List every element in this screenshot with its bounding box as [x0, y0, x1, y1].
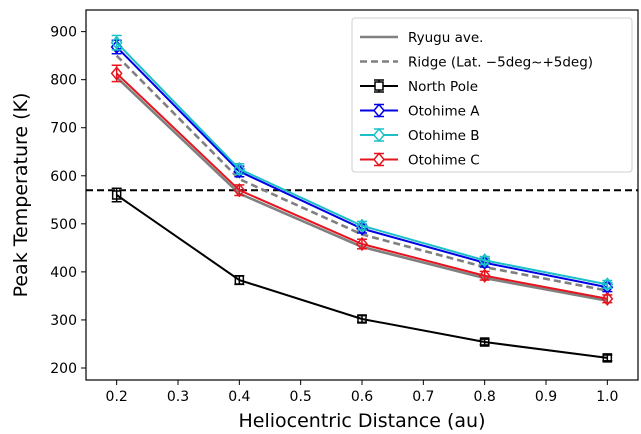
data-point-marker: [356, 218, 368, 233]
series-group: [110, 34, 614, 363]
legend-label: Otohime A: [408, 104, 480, 120]
data-point-marker: [233, 161, 246, 177]
data-point-marker: [357, 314, 367, 324]
y-tick-label: 900: [50, 25, 77, 41]
legend-marker: [373, 152, 385, 167]
legend-entry-3: Otohime A: [360, 103, 480, 120]
y-axis-label: Peak Temperature (K): [10, 93, 32, 298]
x-tick-label: 0.5: [290, 389, 312, 405]
series-5: [110, 64, 614, 306]
data-point-marker: [233, 164, 246, 179]
x-tick-label: 0.9: [535, 389, 557, 405]
x-tick-label: 0.8: [474, 389, 496, 405]
x-tick-label: 0.4: [228, 389, 250, 405]
axis-ticks: 0.2 0.3 0.4 0.5 0.6 0.7 0.8 0.9 1.0 200 300 400 500 6…: [50, 25, 618, 405]
data-point-marker: [601, 277, 614, 292]
data-point-marker: [111, 190, 122, 200]
series-4: [110, 34, 614, 292]
legend-marker: [373, 103, 385, 118]
data-point-marker: [233, 183, 246, 198]
y-tick-label: 500: [50, 217, 77, 233]
legend-marker: [374, 81, 384, 91]
x-axis-label: Heliocentric Distance (au): [239, 410, 486, 432]
legend-label: North Pole: [408, 79, 478, 95]
data-point-marker: [601, 291, 614, 306]
x-tick-label: 1.0: [596, 389, 618, 405]
legend-label: Otohime C: [408, 153, 480, 169]
x-tick-label: 0.6: [351, 389, 373, 405]
y-tick-label: 400: [50, 265, 77, 281]
legend-entry-0: Ryugu ave.: [360, 30, 483, 46]
y-tick-label: 300: [50, 313, 77, 329]
legend-entry-5: Otohime C: [360, 152, 480, 169]
y-tick-label: 600: [50, 169, 77, 185]
legend-marker: [373, 127, 385, 143]
y-tick-label: 700: [50, 121, 77, 137]
data-point-marker: [478, 253, 491, 268]
data-point-marker: [356, 236, 368, 252]
data-point-marker: [234, 275, 245, 285]
legend: Ryugu ave. Ridge (Lat. −5deg~+5deg) North …: [351, 17, 633, 173]
y-tick-label: 800: [50, 73, 77, 89]
x-tick-label: 0.3: [167, 389, 189, 405]
x-tick-label: 0.2: [106, 389, 128, 405]
data-point-marker: [110, 66, 123, 81]
data-point-marker: [110, 35, 123, 50]
legend-label: Ridge (Lat. −5deg~+5deg): [408, 55, 593, 71]
legend-box: [351, 17, 633, 173]
y-tick-label: 200: [50, 361, 77, 377]
legend-entry-4: Otohime B: [360, 127, 480, 144]
data-point-marker: [602, 353, 613, 363]
legend-entry-2: North Pole: [360, 79, 478, 95]
data-point-marker: [479, 337, 490, 347]
legend-label: Ryugu ave.: [408, 30, 483, 46]
series-2: [111, 187, 613, 363]
legend-label: Otohime B: [408, 128, 480, 144]
data-point-marker: [478, 268, 491, 283]
legend-entry-1: Ridge (Lat. −5deg~+5deg): [360, 55, 593, 71]
x-tick-label: 0.7: [412, 389, 434, 405]
